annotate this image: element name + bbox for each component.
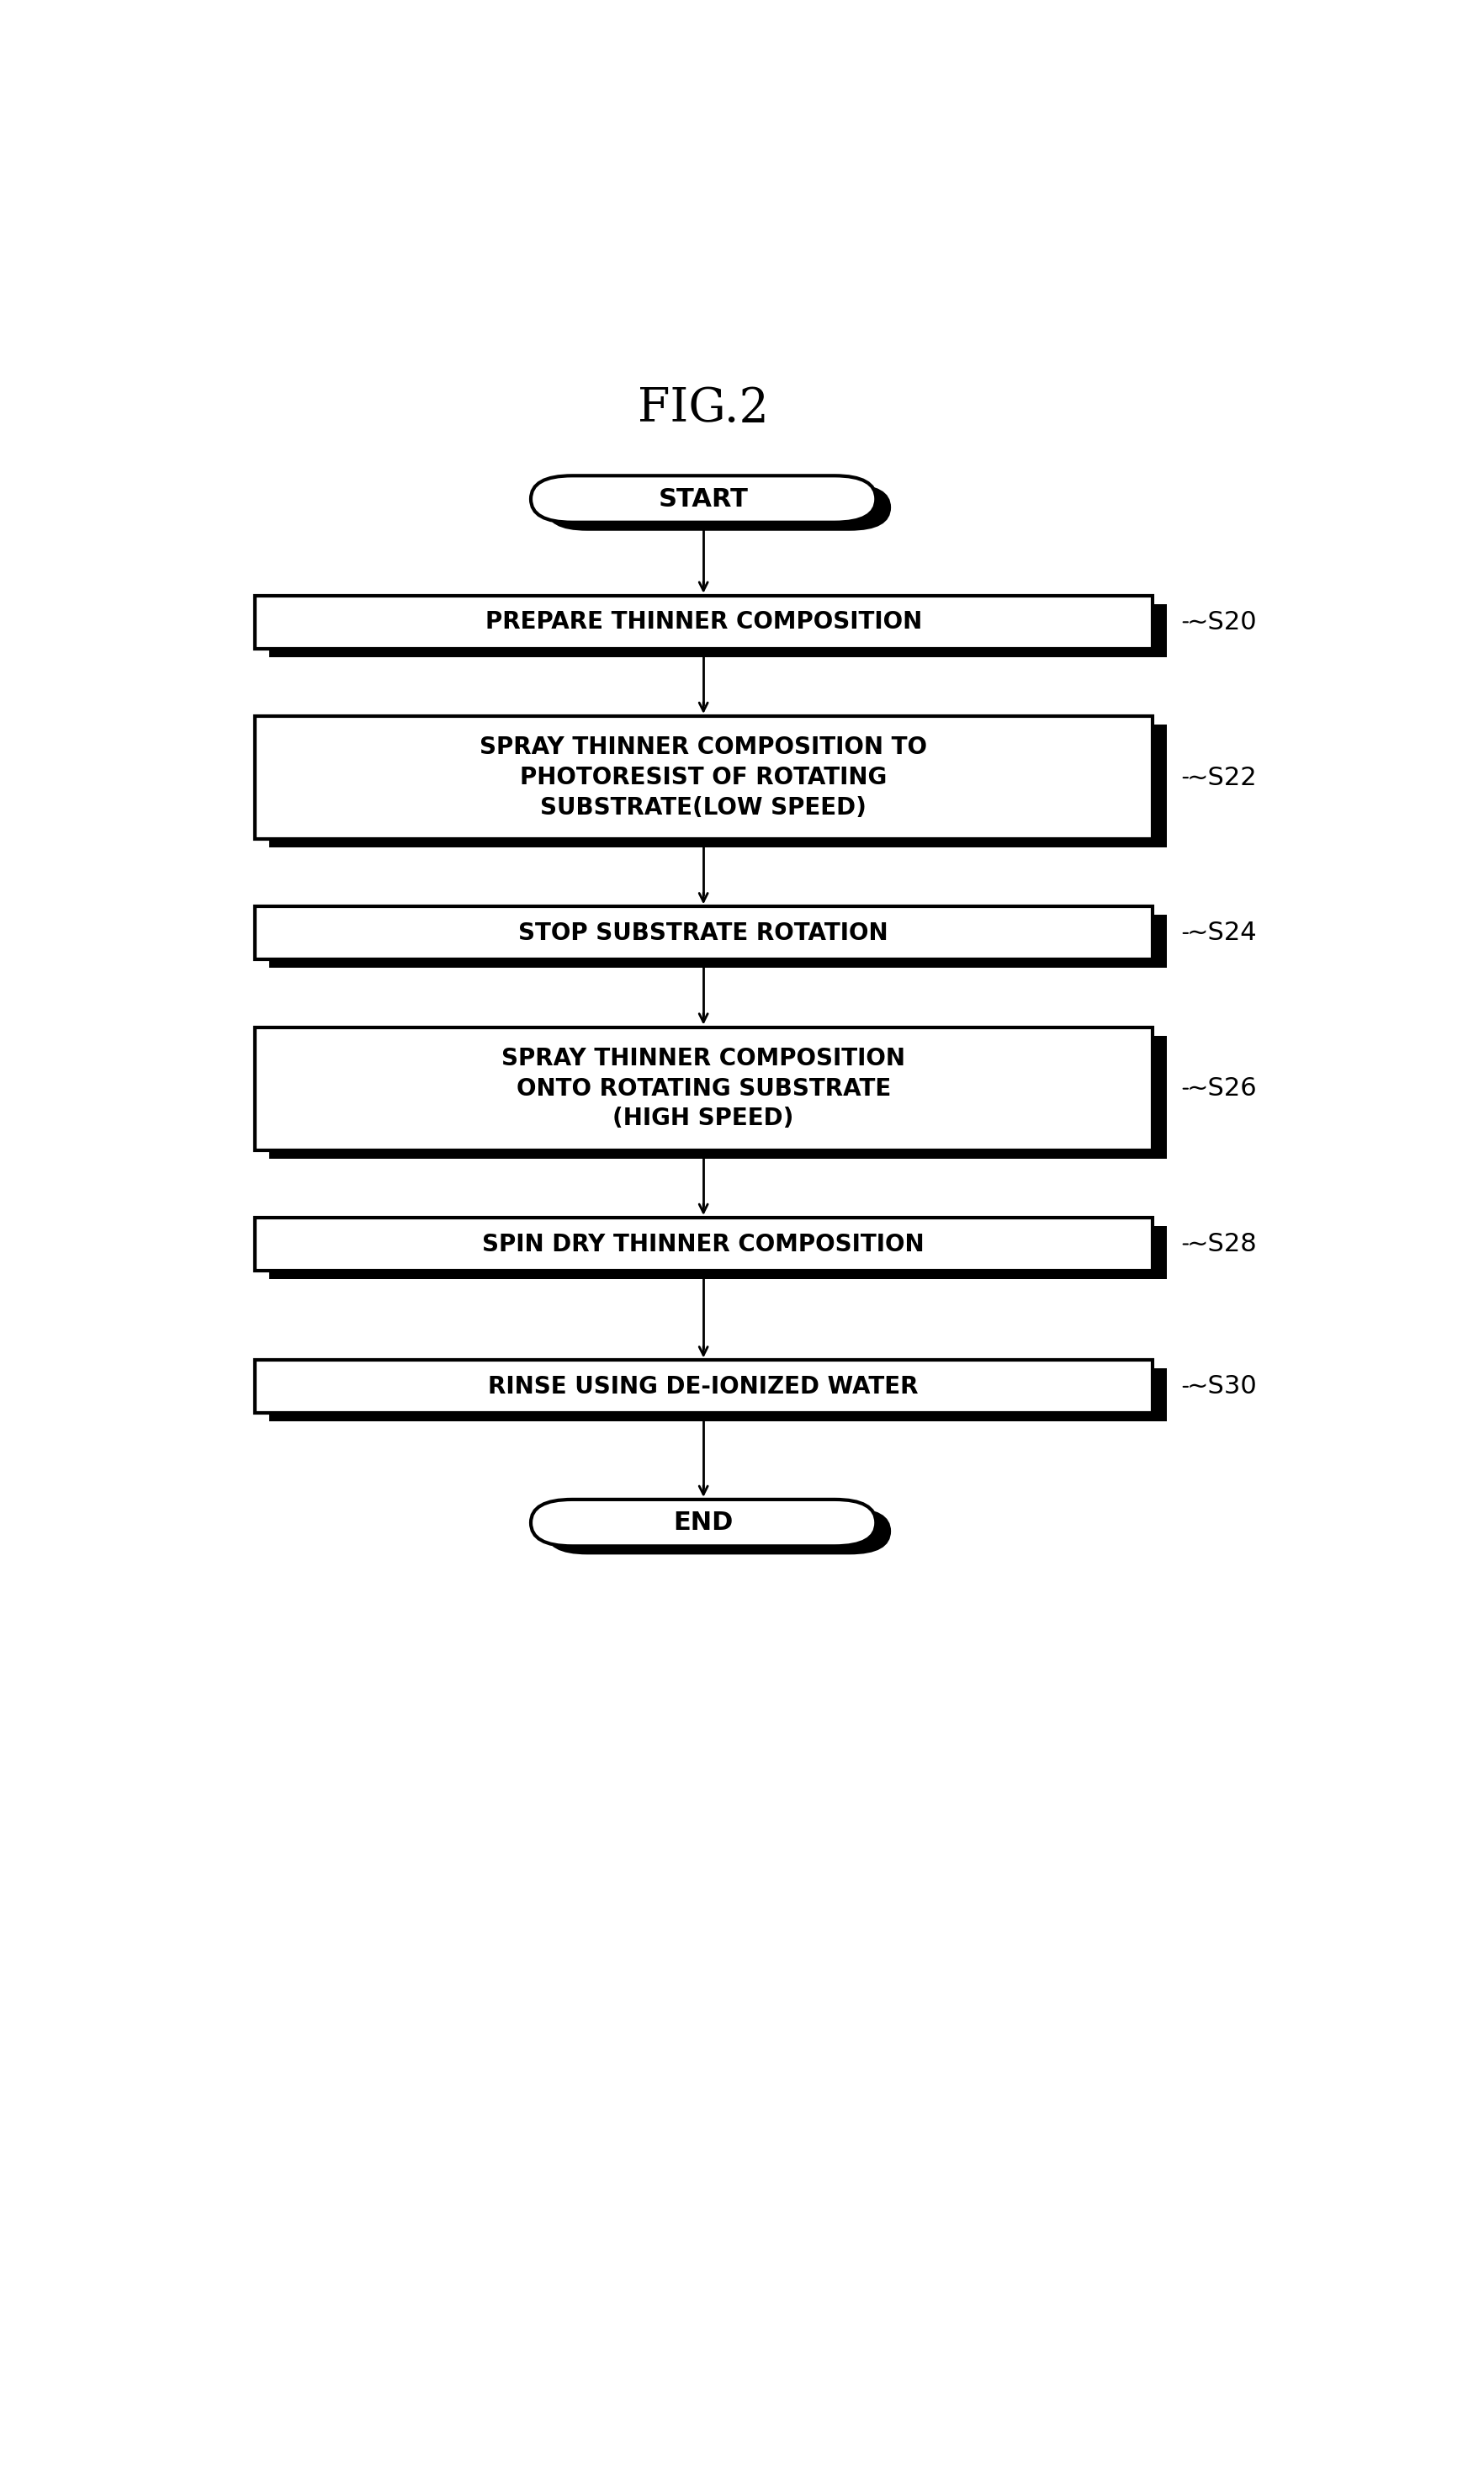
FancyBboxPatch shape (270, 1036, 1166, 1158)
Text: RINSE USING DE-IONIZED WATER: RINSE USING DE-IONIZED WATER (488, 1374, 919, 1399)
FancyBboxPatch shape (546, 1509, 890, 1554)
FancyBboxPatch shape (255, 1360, 1152, 1414)
FancyBboxPatch shape (255, 595, 1152, 650)
Text: START: START (657, 488, 748, 510)
FancyBboxPatch shape (255, 906, 1152, 959)
FancyBboxPatch shape (270, 914, 1166, 969)
Text: SPRAY THINNER COMPOSITION
ONTO ROTATING SUBSTRATE
(HIGH SPEED): SPRAY THINNER COMPOSITION ONTO ROTATING … (502, 1046, 905, 1130)
Text: ~S28: ~S28 (1186, 1233, 1257, 1257)
Text: STOP SUBSTRATE ROTATION: STOP SUBSTRATE ROTATION (518, 921, 887, 944)
FancyBboxPatch shape (270, 605, 1166, 657)
Text: ~S30: ~S30 (1186, 1374, 1257, 1399)
FancyBboxPatch shape (531, 1499, 876, 1546)
Text: SPRAY THINNER COMPOSITION TO
PHOTORESIST OF ROTATING
SUBSTRATE(LOW SPEED): SPRAY THINNER COMPOSITION TO PHOTORESIST… (479, 737, 926, 819)
Text: END: END (674, 1511, 733, 1534)
FancyBboxPatch shape (270, 1225, 1166, 1280)
Text: ~S22: ~S22 (1186, 764, 1257, 789)
FancyBboxPatch shape (546, 483, 890, 530)
FancyBboxPatch shape (270, 725, 1166, 847)
Text: ~S24: ~S24 (1186, 921, 1257, 946)
FancyBboxPatch shape (270, 1370, 1166, 1422)
FancyBboxPatch shape (255, 1026, 1152, 1150)
Text: PREPARE THINNER COMPOSITION: PREPARE THINNER COMPOSITION (485, 610, 922, 635)
Text: ~S20: ~S20 (1186, 610, 1257, 635)
Text: SPIN DRY THINNER COMPOSITION: SPIN DRY THINNER COMPOSITION (482, 1233, 925, 1255)
FancyBboxPatch shape (255, 1218, 1152, 1270)
FancyBboxPatch shape (255, 717, 1152, 839)
FancyBboxPatch shape (531, 476, 876, 523)
Text: FIG.2: FIG.2 (638, 386, 769, 431)
Text: ~S26: ~S26 (1186, 1076, 1257, 1101)
